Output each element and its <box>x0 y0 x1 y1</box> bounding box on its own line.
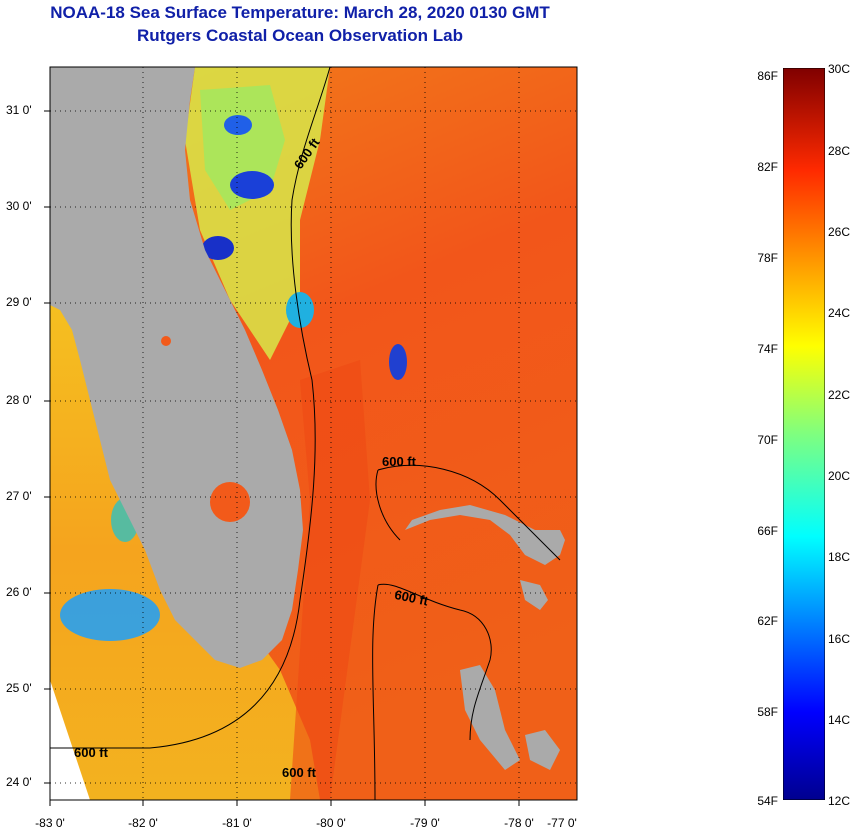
island <box>525 730 560 770</box>
lat-label: 30 0' <box>6 199 32 213</box>
cold-patch <box>286 292 314 328</box>
colorbar-f-label: 82F <box>757 160 778 174</box>
lon-label: -83 0' <box>35 816 65 830</box>
inland-lake <box>161 336 171 346</box>
colorbar-f-label: 70F <box>757 433 778 447</box>
lat-label: 27 0' <box>6 489 32 503</box>
cold-patch <box>389 344 407 380</box>
lon-label: -78 0' <box>504 816 534 830</box>
lat-label: 29 0' <box>6 295 32 309</box>
lat-label: 31 0' <box>6 103 32 117</box>
gulf-stream <box>290 360 370 800</box>
isobath-600ft <box>377 464 561 561</box>
colorbar-c-label: 30C <box>828 62 851 76</box>
lon-label: -81 0' <box>222 816 252 830</box>
lon-label: -82 0' <box>128 816 158 830</box>
abaco-island <box>520 580 548 610</box>
lon-label: -77 0' <box>547 816 577 830</box>
cold-patch <box>230 171 274 199</box>
colorbar-f-label: 86F <box>757 69 778 83</box>
map-title: NOAA-18 Sea Surface Temperature: March 2… <box>50 3 550 22</box>
cold-patch <box>60 589 160 641</box>
colorbar-c-label: 14C <box>828 713 851 727</box>
map-frame <box>49 66 578 801</box>
isobath-600ft <box>50 67 331 749</box>
colorbar-c-label: 18C <box>828 550 851 564</box>
cold-patch <box>224 115 252 135</box>
lat-label: 28 0' <box>6 393 32 407</box>
grand-bahama-island <box>405 505 565 565</box>
contour-label: 600 ft <box>74 745 109 760</box>
colorbar-f-label: 78F <box>757 251 778 265</box>
colorbar-c-label: 16C <box>828 632 851 646</box>
andros-island <box>460 665 520 770</box>
no-data-region <box>50 680 90 800</box>
cold-patch <box>202 236 234 260</box>
contour-label: 600 ft <box>382 454 417 469</box>
graticule <box>50 67 577 800</box>
temperature-colorbar <box>783 68 825 800</box>
colorbar-c-label: 28C <box>828 144 851 158</box>
colorbar-f-label: 62F <box>757 614 778 628</box>
contour-label: 600 ft <box>282 765 317 780</box>
lat-label: 25 0' <box>6 681 32 695</box>
colorbar-c-label: 22C <box>828 388 851 402</box>
colorbar-c-label: 24C <box>828 306 851 320</box>
lon-label: -79 0' <box>410 816 440 830</box>
colorbar-c-label: 12C <box>828 794 851 808</box>
isobath-600ft <box>375 469 401 541</box>
contour-label: 600 ft <box>393 587 430 609</box>
map-subtitle: Rutgers Coastal Ocean Observation Lab <box>137 26 463 45</box>
colorbar-f-label: 58F <box>757 705 778 719</box>
lat-label: 26 0' <box>6 585 32 599</box>
lon-label: -80 0' <box>316 816 346 830</box>
colorbar-f-label: 54F <box>757 794 778 808</box>
colorbar-c-label: 20C <box>828 469 851 483</box>
lake-okeechobee <box>210 482 250 522</box>
isobath-600ft <box>377 583 492 741</box>
lat-label: 24 0' <box>6 775 32 789</box>
colorbar-f-label: 74F <box>757 342 778 356</box>
axis-ticks <box>44 110 520 806</box>
colorbar-f-label: 66F <box>757 524 778 538</box>
isobath-600ft <box>372 584 379 800</box>
colorbar-c-label: 26C <box>828 225 851 239</box>
